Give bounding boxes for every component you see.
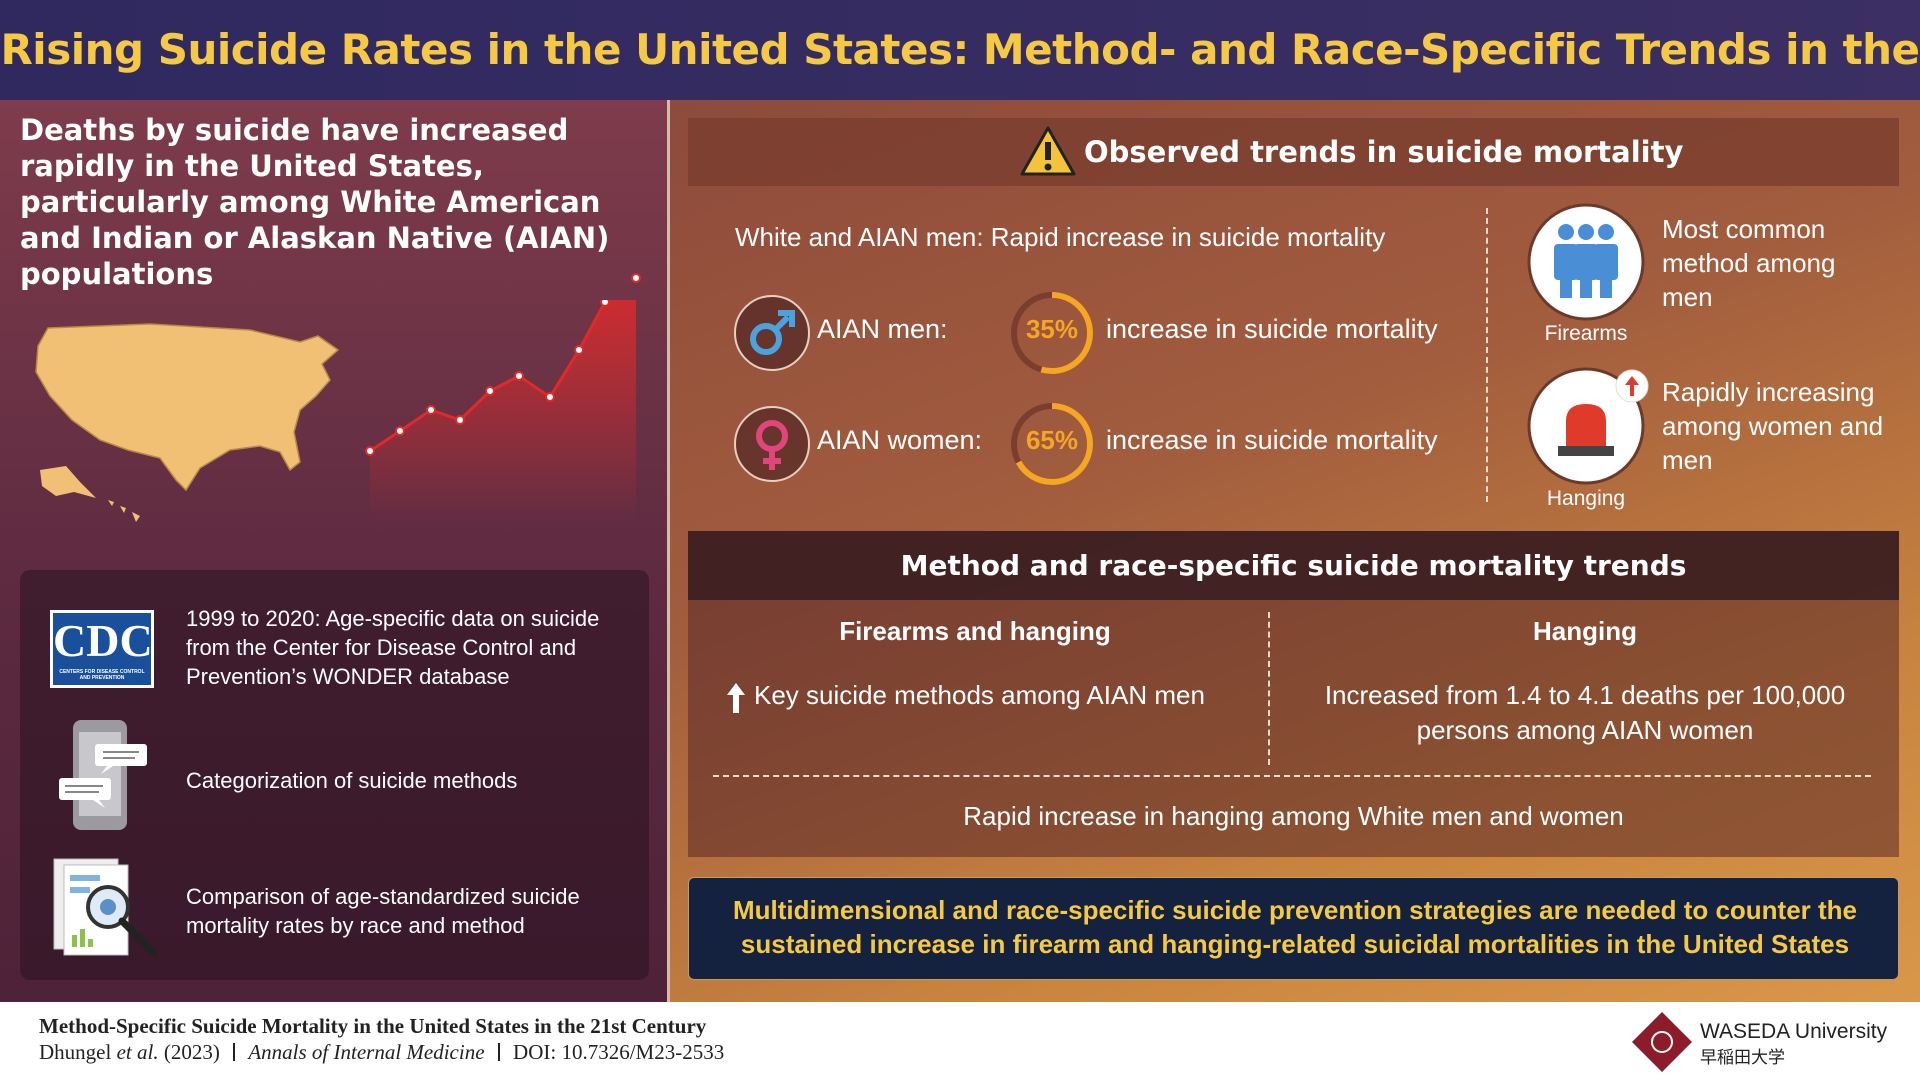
hawaii: [108, 500, 140, 522]
divider: [667, 100, 670, 1002]
article-title: Method-Specific Suicide Mortality in the…: [39, 1014, 707, 1038]
cdc-logo: CDC CENTERS FOR DISEASE CONTROL AND PREV…: [50, 610, 154, 688]
title: Rising Suicide Rates in the United State…: [0, 25, 1920, 174]
authors: Dhungel: [39, 1040, 112, 1064]
column-heading: Firearms and hanging: [839, 616, 1111, 646]
cdc-letters: CDC: [53, 615, 153, 666]
method-label: Firearms: [1544, 322, 1628, 345]
cdc-caption: CENTERS FOR DISEASE CONTROL AND PREVENTI…: [59, 669, 145, 681]
trend-area: [370, 300, 636, 520]
row-text: increase in suicide mortality: [1106, 425, 1438, 455]
up-badge: [1615, 369, 1649, 403]
citation: Dhungel et al. (2023) Annals of Internal…: [39, 1040, 724, 1065]
female-icon: [734, 406, 810, 482]
percent-value: 35%: [1025, 314, 1079, 344]
trend-line: [369, 300, 611, 453]
alaska: [40, 466, 96, 498]
observed-subtitle: White and AIAN men: Rapid increase in su…: [735, 222, 1386, 252]
observed-header: [688, 118, 1899, 186]
method-text: Categorization of suicide methods: [186, 768, 518, 793]
column-text: Key suicide methods among AIAN men: [754, 680, 1205, 710]
trend-points: [365, 300, 610, 456]
comparison-text: Comparison of age-standardized suicide m…: [186, 884, 580, 938]
row-label: AIAN men:: [817, 314, 948, 344]
source-text: 1999 to 2020: Age-specific data on suici…: [186, 606, 600, 689]
firearms-icon: [1527, 203, 1645, 321]
column-heading: Hanging: [1533, 616, 1637, 646]
percent-value: 65%: [1025, 425, 1079, 455]
us-map: [35, 323, 340, 492]
report-icon: [53, 858, 158, 957]
method-description: Rapidly increasing among women and men: [1662, 377, 1884, 475]
male-icon: [734, 295, 810, 371]
trends-footer: Rapid increase in hanging among White me…: [963, 801, 1624, 831]
observed-title: Observed trends in suicide mortality: [1084, 135, 1684, 169]
percent-ring: [1011, 403, 1093, 485]
row-text: increase in suicide mortality: [1106, 314, 1438, 344]
method-description: Most common method among men: [1662, 214, 1836, 312]
hanging-icon: [1527, 367, 1645, 485]
percent-ring: [1011, 292, 1093, 374]
journal: Annals of Internal Medicine: [248, 1040, 485, 1064]
et-al: et al.: [116, 1040, 159, 1064]
intro-text: Deaths by suicide have increased rapidly…: [20, 113, 610, 291]
logo-name-jp: 早稲田大学: [1700, 1048, 1785, 1068]
separator: [497, 1043, 500, 1061]
row-label: AIAN women:: [817, 425, 983, 455]
logo-name: WASEDA University: [1700, 1020, 1888, 1043]
dashed-divider: [1486, 208, 1488, 502]
dashed-divider: [713, 775, 1871, 777]
year: (2023): [163, 1040, 220, 1064]
title-bar: [0, 0, 1920, 100]
dashed-divider: [1268, 612, 1270, 765]
column-text: Increased from 1.4 to 4.1 deaths per 100…: [1324, 680, 1846, 745]
conclusion-text: Multidimensional and race-specific suici…: [732, 895, 1858, 959]
doi: DOI: 10.7326/M23-2533: [513, 1040, 725, 1064]
trend-end-point: [631, 273, 641, 283]
waseda-emblem: [1632, 1012, 1692, 1072]
warning-icon: [1020, 126, 1076, 176]
up-arrow: [727, 683, 745, 713]
method-label: Hanging: [1546, 487, 1626, 510]
map-and-chart: [35, 300, 636, 522]
phone-icon: [59, 720, 147, 830]
trends-title: Method and race-specific suicide mortali…: [688, 531, 1899, 600]
conclusion-box: [688, 877, 1899, 980]
separator: [233, 1043, 236, 1061]
